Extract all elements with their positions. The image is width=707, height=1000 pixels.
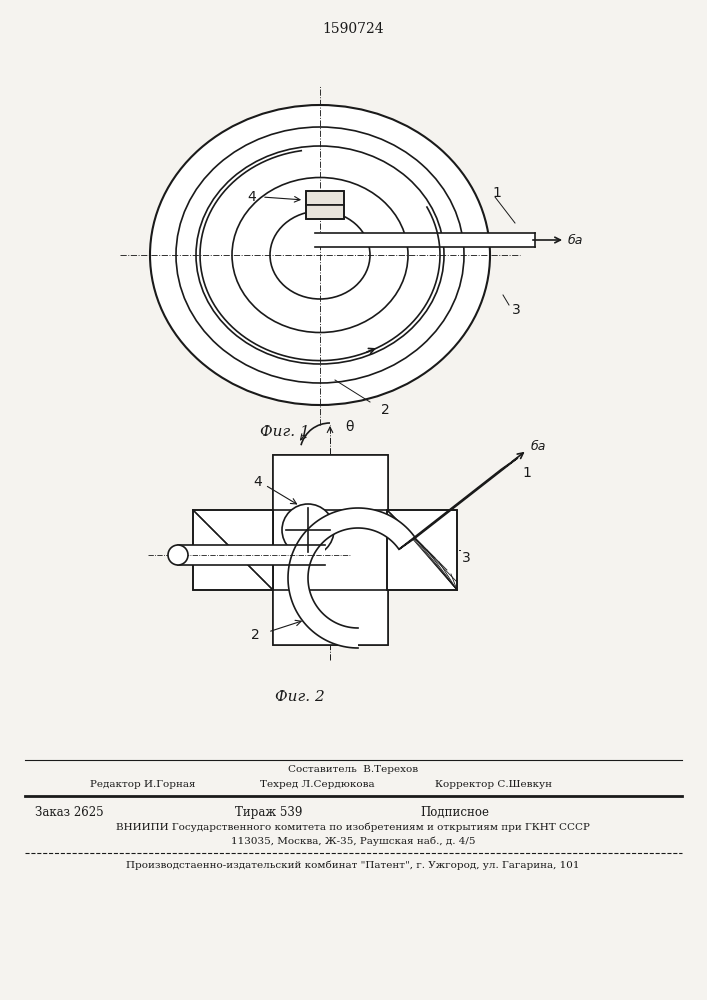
Ellipse shape bbox=[270, 211, 370, 299]
Bar bbox=[193, 510, 273, 590]
Text: Подписное: Подписное bbox=[420, 806, 489, 819]
Ellipse shape bbox=[176, 127, 464, 383]
Bar bbox=[306, 205, 344, 219]
Text: Составитель  В.Терехов: Составитель В.Терехов bbox=[288, 765, 418, 774]
Bar bbox=[387, 510, 457, 590]
Polygon shape bbox=[315, 233, 535, 247]
Polygon shape bbox=[288, 508, 415, 648]
Bar bbox=[193, 510, 273, 590]
Text: 4: 4 bbox=[247, 190, 257, 204]
Bar bbox=[306, 191, 344, 219]
Bar bbox=[273, 455, 388, 645]
Ellipse shape bbox=[196, 146, 444, 364]
Text: Техред Л.Сердюкова: Техред Л.Сердюкова bbox=[260, 780, 375, 789]
Text: Производстаенно-издательский комбинат "Патент", г. Ужгород, ул. Гагарина, 101: Производстаенно-издательский комбинат "П… bbox=[127, 860, 580, 869]
Text: 1590724: 1590724 bbox=[322, 22, 384, 36]
Text: 2: 2 bbox=[380, 403, 390, 417]
Text: 4: 4 bbox=[254, 475, 262, 489]
Text: 113035, Москва, Ж-35, Раушская наб., д. 4/5: 113035, Москва, Ж-35, Раушская наб., д. … bbox=[230, 836, 475, 846]
Bar bbox=[387, 510, 457, 590]
Ellipse shape bbox=[232, 178, 408, 332]
Ellipse shape bbox=[150, 105, 490, 405]
Text: 3: 3 bbox=[462, 551, 471, 565]
Text: Редактор И.Горная: Редактор И.Горная bbox=[90, 780, 196, 789]
Text: Фиг. 1: Фиг. 1 bbox=[260, 425, 310, 439]
Bar bbox=[306, 191, 344, 205]
Circle shape bbox=[282, 504, 334, 556]
Bar bbox=[273, 590, 388, 645]
Text: Фиг. 2: Фиг. 2 bbox=[275, 690, 325, 704]
Text: ба: ба bbox=[568, 233, 583, 246]
Text: 3: 3 bbox=[512, 303, 521, 317]
Text: ба: ба bbox=[531, 440, 547, 453]
Text: Тираж 539: Тираж 539 bbox=[235, 806, 303, 819]
Text: Корректор С.Шевкун: Корректор С.Шевкун bbox=[435, 780, 552, 789]
Text: Заказ 2625: Заказ 2625 bbox=[35, 806, 104, 819]
Circle shape bbox=[168, 545, 188, 565]
Text: 2: 2 bbox=[250, 628, 259, 642]
Text: θ: θ bbox=[345, 420, 354, 434]
Bar bbox=[178, 545, 325, 565]
Text: 1: 1 bbox=[492, 186, 501, 200]
Text: 1: 1 bbox=[522, 466, 532, 480]
Bar bbox=[273, 455, 388, 510]
Polygon shape bbox=[399, 458, 518, 549]
Text: ВНИИПИ Государственного комитета по изобретениям и открытиям при ГКНТ СССР: ВНИИПИ Государственного комитета по изоб… bbox=[116, 822, 590, 832]
